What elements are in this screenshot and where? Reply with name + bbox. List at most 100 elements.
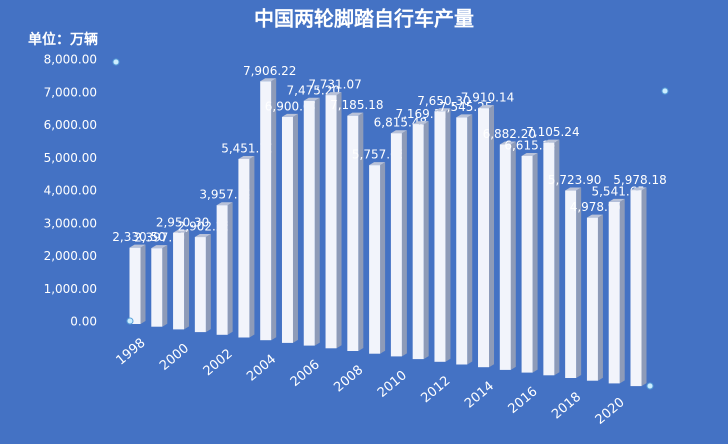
x-tick-label: 1998 [114,336,149,369]
x-tick-label: 2018 [549,390,584,423]
bar [390,130,407,357]
bar-face [597,214,603,381]
y-tick-label: 1,000.00 [44,282,97,296]
x-tick-label: 2002 [201,346,236,379]
bar [521,152,538,373]
bar-face [445,108,451,362]
bar [303,97,320,346]
bar-face [216,205,228,335]
bar-face [151,248,163,327]
bar-face [369,165,381,354]
data-label: 5,978.18 [613,173,666,187]
y-axis-label: 单位：万辆 [28,31,98,48]
data-label: 7,185.18 [330,98,383,112]
bar [369,162,386,354]
chart-title: 中国两轮脚踏自行车产量 [254,7,474,31]
handle [126,317,134,325]
bar-face [216,202,233,206]
bar [129,244,146,324]
y-tick-label: 3,000.00 [44,216,97,230]
bar-face [543,142,555,376]
bar-face [184,229,190,330]
bar-face [423,121,429,360]
bar-face [608,198,625,202]
x-tick-label: 2006 [288,357,323,390]
y-tick-label: 6,000.00 [44,118,97,132]
bar-face [521,152,538,156]
bar-face [412,124,424,360]
bar-face [478,105,495,109]
bar-face [456,117,468,365]
y-tick-label: 2,000.00 [44,249,97,263]
bar [151,245,168,327]
bar-face [151,245,168,249]
bar [281,113,298,343]
data-label: 7,906.22 [243,64,296,78]
bar [586,214,603,381]
bar-face [510,141,516,370]
data-label: 7,105.24 [526,125,579,139]
bar [194,234,211,333]
bar [478,105,495,368]
bar [434,108,451,362]
bar-face [434,111,446,362]
bar-face [532,152,538,373]
bar-face [380,162,386,354]
x-tick-label: 2010 [375,368,410,401]
bar-face [314,97,320,346]
bar-face [129,244,146,248]
bar [216,202,233,335]
bar-face [281,113,298,117]
bar-face [347,112,364,116]
bar-face [641,187,647,387]
data-label: 7,910.14 [461,91,514,105]
y-tick-label: 5,000.00 [44,151,97,165]
bar-face [238,155,255,159]
bar-face [336,92,342,349]
bar [456,114,473,365]
y-tick-label: 8,000.00 [44,53,97,67]
bar-face [499,141,516,145]
bar-face [390,130,407,134]
bar-face [358,112,364,351]
bar-face [238,158,250,338]
bar-face [325,95,337,349]
bar-face [412,121,429,125]
bar-face [565,187,582,191]
y-tick-label: 4,000.00 [44,184,97,198]
bar [499,141,516,370]
bar [347,112,364,351]
bar-face [434,108,451,112]
bar-face [271,78,277,341]
handle [112,58,120,66]
data-label: 6,882.20 [483,127,536,141]
handle [661,87,669,95]
bar-face [173,232,185,330]
bar [543,139,560,376]
bar-face [608,201,620,384]
x-tick-label: 2016 [506,384,541,417]
bar-face [227,202,233,335]
x-tick-label: 2000 [157,341,192,374]
bar-face [260,81,272,341]
data-label: 7,475.20 [287,83,340,97]
data-label: 2,330.50 [112,230,165,244]
bar-face [292,113,298,343]
bar [565,187,582,378]
bar-face [369,162,386,166]
bar [630,187,647,387]
data-label: 2,950.30 [156,215,209,229]
bar-face [390,133,402,357]
bar [608,198,625,384]
bar-face [140,244,146,324]
x-tick-label: 2014 [462,379,497,412]
bar [173,229,190,330]
y-tick-label: 7,000.00 [44,85,97,99]
bar-face [347,115,359,351]
bar-face [586,217,598,381]
handle [646,382,654,390]
bar-face [554,139,560,376]
bar-face [630,190,642,387]
bar [260,78,277,341]
